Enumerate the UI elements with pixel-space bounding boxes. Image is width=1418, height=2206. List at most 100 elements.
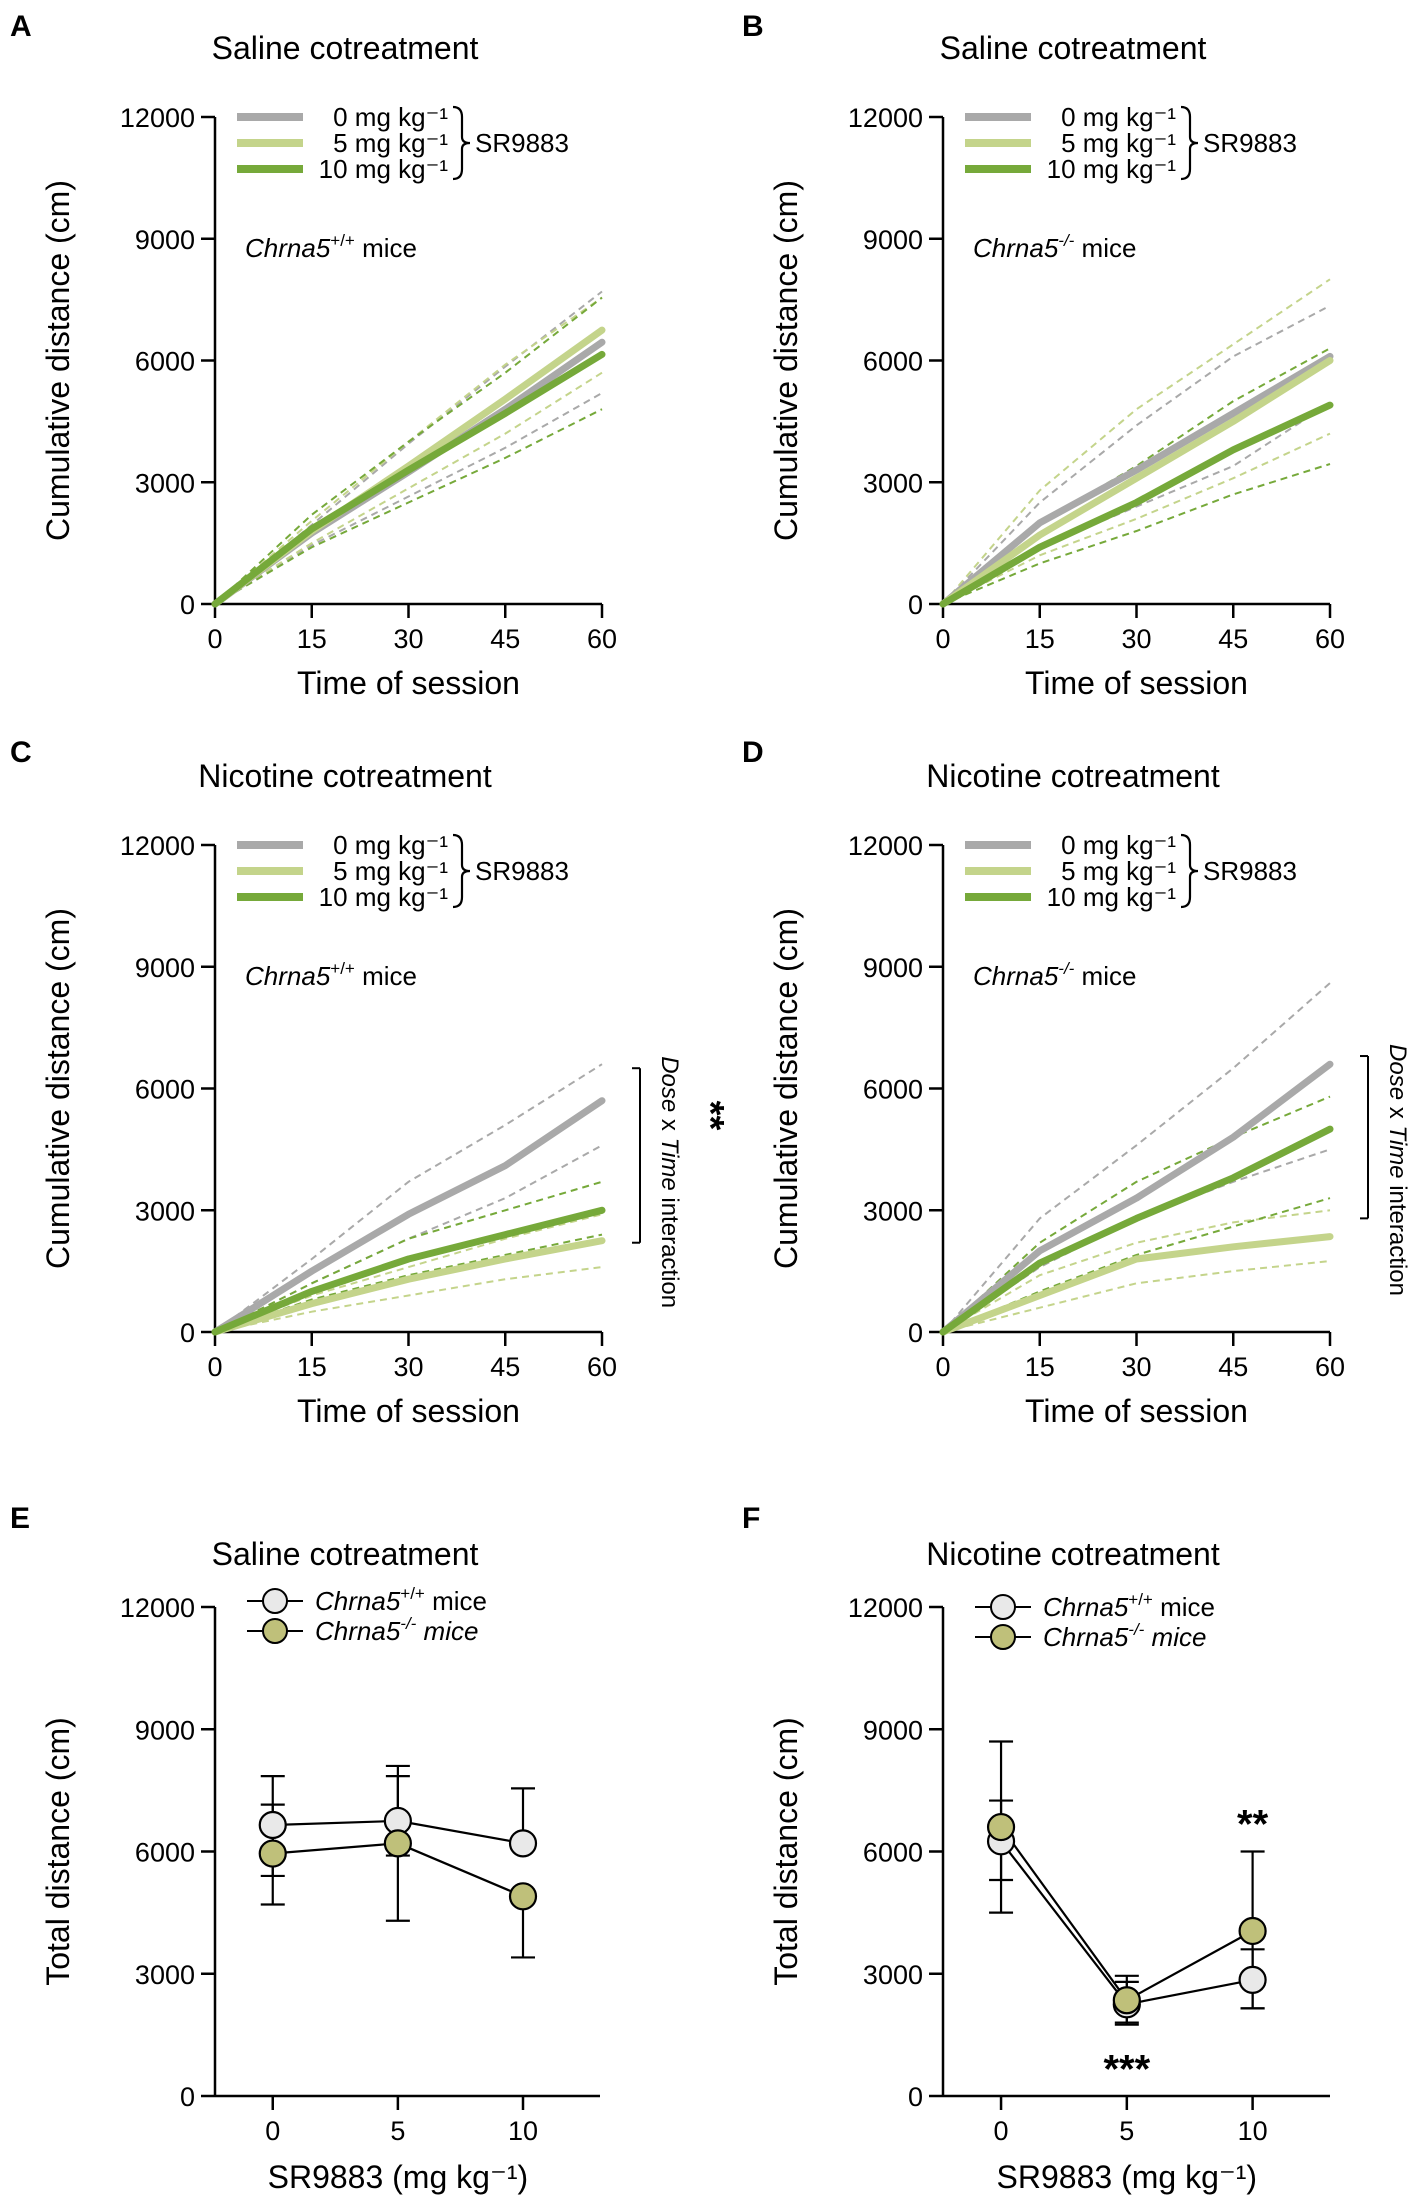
y-tick-label: 6000	[863, 1075, 923, 1105]
data-point-1	[1112, 1986, 1141, 2015]
panel-letter: F	[742, 1502, 760, 1535]
x-tick-label: 30	[393, 624, 423, 654]
x-tick-label: 15	[1025, 1352, 1055, 1382]
series-lower-bound-1	[214, 1266, 603, 1333]
x-tick-label: 30	[393, 1352, 423, 1382]
legend-drug-label: SR9883	[1203, 128, 1297, 158]
legend-drug-label: SR9883	[475, 856, 569, 886]
genotype-label: Chrna5-/- mice	[973, 231, 1136, 263]
y-tick-label: 9000	[863, 225, 923, 255]
legend-drug-label: SR9883	[1203, 856, 1297, 886]
x-tick-label: 0	[935, 1352, 950, 1382]
legend-swatch-marker-0	[262, 1588, 288, 1614]
stat-annotation: Dose x Time interaction	[1384, 1044, 1411, 1296]
legend-label-2: 10 mg kg⁻¹	[319, 882, 449, 912]
y-tick-label: 9000	[135, 225, 195, 255]
legend-label-2: 10 mg kg⁻¹	[319, 154, 449, 184]
series-upper-bound-1	[942, 1209, 1331, 1333]
data-point-1	[1238, 1916, 1267, 1946]
y-tick-label: 3000	[863, 468, 923, 498]
y-axis-label: Cumulative distance (cm)	[40, 180, 76, 541]
y-tick-label: 9000	[863, 953, 923, 983]
legend-brace	[452, 105, 471, 181]
panel-d: D Nicotine cotreatment 0 3000 6000 9000 12000 C…	[742, 736, 1418, 1429]
y-tick-label: 9000	[863, 1715, 923, 1745]
chart-title: Nicotine cotreatment	[926, 1536, 1220, 1572]
y-tick-label: 12000	[848, 103, 923, 133]
series-lower-bound-0	[214, 392, 603, 605]
legend-label-1: 5 mg kg⁻¹	[333, 856, 448, 886]
genotype-label: Chrna5+/+ mice	[245, 231, 417, 263]
series-lower-bound-2	[942, 463, 1331, 605]
y-tick-label: 3000	[863, 1196, 923, 1226]
y-tick-label: 6000	[863, 1838, 923, 1868]
panel-f: F Nicotine cotreatment 0 3000 6000 9000 12000 T…	[742, 1502, 1330, 2195]
y-axis-label: Cumulative distance (cm)	[40, 908, 76, 1269]
x-axis-label: Time of session	[297, 665, 520, 701]
series-lower-bound-1	[942, 1260, 1331, 1333]
y-tick-label: 0	[908, 590, 923, 620]
chart-title: Nicotine cotreatment	[926, 758, 1220, 794]
data-point-1	[258, 1839, 287, 1868]
legend-label-1: 5 mg kg⁻¹	[1061, 856, 1176, 886]
series-lower-bound-1	[942, 432, 1331, 605]
y-tick-label: 3000	[863, 1960, 923, 1990]
series-mean-line-1	[939, 1233, 1334, 1336]
y-tick-label: 0	[908, 2082, 923, 2112]
data-point-1	[383, 1829, 412, 1858]
y-tick-label: 6000	[135, 347, 195, 377]
x-tick-label: 30	[1121, 1352, 1151, 1382]
x-tick-label: 5	[390, 2116, 405, 2146]
legend-brace	[1180, 105, 1199, 181]
x-tick-label: 45	[490, 624, 520, 654]
x-tick-label: 0	[935, 624, 950, 654]
y-axis-label: Cumulative distance (cm)	[768, 908, 804, 1269]
series-mean-line-2	[939, 1125, 1334, 1336]
y-tick-label: 6000	[135, 1075, 195, 1105]
series-mean-line-1	[211, 1237, 606, 1336]
data-point-0	[1238, 1965, 1267, 1994]
y-tick-label: 3000	[135, 468, 195, 498]
x-tick-label: 0	[265, 2116, 280, 2146]
series-upper-bound-1	[214, 1213, 603, 1333]
y-tick-label: 12000	[120, 103, 195, 133]
y-axis-label: Total distance (cm)	[768, 1717, 804, 1986]
y-tick-label: 9000	[135, 953, 195, 983]
x-tick-label: 5	[1119, 2116, 1134, 2146]
x-tick-label: 45	[1218, 1352, 1248, 1382]
legend-brace	[1180, 833, 1199, 909]
legend-label-0: 0 mg kg⁻¹	[1061, 102, 1176, 132]
legend-label-1: 5 mg kg⁻¹	[1061, 128, 1176, 158]
legend-brace	[452, 833, 471, 909]
legend-label-0: 0 mg kg⁻¹	[1061, 830, 1176, 860]
genotype-label: Chrna5+/+ mice	[245, 959, 417, 991]
x-axis-label: Time of session	[1025, 1393, 1248, 1429]
y-tick-label: 9000	[135, 1715, 195, 1745]
x-tick-label: 15	[1025, 624, 1055, 654]
panel-c: C Nicotine cotreatment 0 3000 6000 9000 12000 C…	[10, 736, 731, 1429]
legend-swatch-marker-0	[990, 1594, 1016, 1620]
legend-label-2: 10 mg kg⁻¹	[1047, 882, 1177, 912]
legend-label-0: 0 mg kg⁻¹	[333, 830, 448, 860]
y-tick-label: 0	[180, 1318, 195, 1348]
series-lower-bound-2	[942, 1197, 1331, 1333]
panel-b: B Saline cotreatment 0 3000 6000 9000 12000 Cum…	[742, 10, 1345, 701]
y-axis-label: Cumulative distance (cm)	[768, 180, 804, 541]
x-tick-label: 30	[1121, 624, 1151, 654]
x-axis-label: SR9883 (mg kg⁻¹)	[268, 2159, 529, 2195]
series-mean-line-0	[211, 1097, 606, 1336]
x-tick-label: 60	[587, 1352, 617, 1382]
y-tick-label: 6000	[135, 1838, 195, 1868]
legend-swatch-marker-1	[990, 1624, 1016, 1650]
significance-marker: **	[1237, 1803, 1269, 1847]
series-upper-bound-1	[942, 278, 1331, 605]
chart-title: Nicotine cotreatment	[198, 758, 492, 794]
legend-label-0: Chrna5+/+ mice	[315, 1584, 487, 1616]
panel-a: A Saline cotreatment 0 3000 6000 9000 12000 Cum…	[10, 10, 617, 701]
series-mean-line-2	[939, 401, 1334, 608]
series-lower-bound-1	[214, 371, 603, 605]
x-tick-label: 60	[1315, 1352, 1345, 1382]
series-line-1	[1000, 1826, 1254, 2002]
series-lower-bound-2	[214, 408, 603, 605]
